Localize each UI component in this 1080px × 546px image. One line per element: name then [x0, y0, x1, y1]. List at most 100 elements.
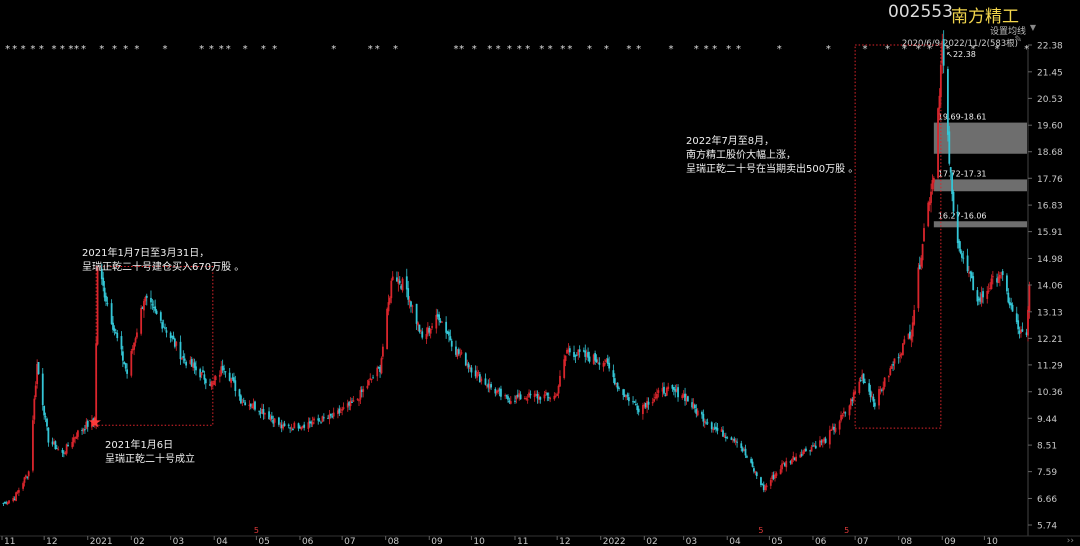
candle [311, 416, 314, 428]
x-tick-label: 11 [517, 537, 528, 546]
candle [488, 378, 491, 393]
markers: ↖22.38 ★ [88, 50, 976, 431]
candle-body [850, 398, 852, 406]
y-tick-label: 6.66 [1037, 495, 1057, 505]
candle [952, 189, 955, 217]
candle [338, 405, 341, 417]
corner-label: 5 [844, 526, 849, 535]
candle-body [185, 361, 188, 366]
candle-body [575, 354, 578, 356]
candle [627, 392, 630, 406]
candle-body [279, 423, 282, 425]
candle [415, 303, 418, 330]
candle-body [220, 366, 223, 375]
candle [112, 316, 114, 333]
candle [636, 402, 639, 415]
candle [241, 398, 244, 407]
stock-name: 南方精工 [951, 7, 1019, 27]
candle [474, 365, 477, 379]
candles [2, 30, 1031, 507]
candle-body [930, 191, 932, 203]
candle-body [716, 427, 719, 431]
candle [494, 387, 497, 397]
candle-body [903, 339, 906, 344]
candle [869, 384, 872, 403]
candle [389, 296, 391, 305]
candle-body [516, 394, 519, 397]
candle [283, 420, 286, 427]
candle [986, 286, 989, 304]
candle [695, 404, 698, 418]
candle-body [484, 378, 487, 385]
candle [897, 353, 900, 364]
candle-body [647, 401, 650, 405]
candle-body [175, 341, 178, 346]
candle [553, 392, 556, 401]
annotation-box [95, 266, 214, 426]
candle [76, 429, 79, 440]
candle [937, 107, 939, 180]
zone-label: 17.72-17.31 [938, 169, 987, 178]
event-marker: * [560, 44, 565, 55]
x-tick-label: 08 [901, 537, 913, 546]
candle [193, 358, 196, 374]
candle [64, 451, 67, 455]
candle-body [762, 484, 765, 491]
candle [920, 255, 923, 271]
candle-body [507, 396, 509, 400]
candle [546, 392, 549, 402]
candle-body [228, 372, 231, 381]
candle [408, 296, 411, 309]
candle [587, 347, 589, 362]
annotation-a2: 2021年1月6日 呈瑞正乾二十号成立 [105, 439, 195, 467]
candle [164, 323, 166, 331]
candle [862, 373, 865, 385]
candle [17, 487, 20, 497]
candle-body [419, 329, 422, 331]
candle [435, 308, 438, 334]
candle-body [356, 398, 359, 400]
candle-body [64, 452, 67, 455]
candle [634, 399, 637, 406]
candle [131, 345, 134, 354]
candle-body [82, 428, 85, 432]
x-axis: 11 12 2021 02 03 04 05 06 07 08 09 10 11 12 2022 02 03 04… [1, 526, 998, 546]
candle-body [754, 471, 757, 473]
candle-body [980, 293, 983, 303]
candle-body [598, 362, 601, 365]
event-marker: * [539, 44, 544, 55]
corner-label: 5 [758, 526, 763, 535]
pin-icon[interactable]: ✎ [1014, 35, 1022, 45]
candle [386, 307, 389, 350]
candle-body [1025, 332, 1028, 336]
chevron-down-icon[interactable]: ▼ [1029, 23, 1036, 32]
event-marker: * [30, 44, 35, 55]
zone-label: 19.69-18.61 [938, 113, 987, 122]
x-tick-label: 2022 [603, 537, 626, 546]
candle [833, 423, 835, 435]
candle [909, 324, 911, 340]
candle-body [585, 352, 588, 357]
candle [802, 449, 805, 456]
scroll-right-icon[interactable]: ›› [1066, 536, 1074, 546]
event-marker: * [99, 44, 104, 55]
event-marker: * [81, 44, 86, 55]
candle [880, 388, 883, 393]
candle [417, 321, 419, 332]
event-marker: * [604, 44, 609, 55]
candle-body [889, 368, 892, 376]
candle [724, 432, 727, 442]
x-tick-label: 09 [431, 537, 443, 546]
candle [998, 271, 1001, 287]
annotation-line: 2022年7月至8月， [686, 136, 775, 147]
candle-body [764, 486, 767, 490]
candle [753, 466, 755, 474]
candle-body [958, 240, 961, 249]
candle [525, 396, 528, 401]
candle [606, 354, 609, 367]
ma-setting-button[interactable]: 设置均线 [989, 27, 1026, 37]
candle [380, 356, 383, 375]
candle [322, 413, 325, 422]
candle [47, 427, 50, 447]
